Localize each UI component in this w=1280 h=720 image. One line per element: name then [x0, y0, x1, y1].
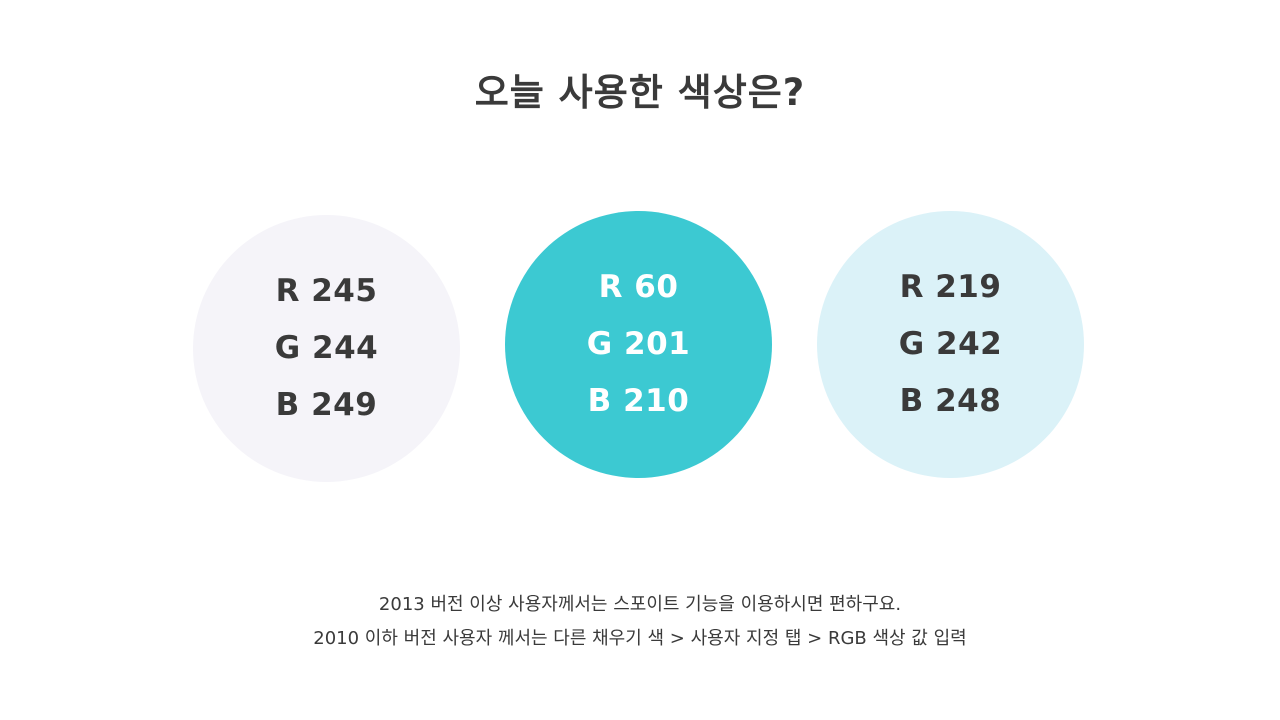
note-line-2013: 2013 버전 이상 사용자께서는 스포이트 기능을 이용하시면 편하구요.	[378, 594, 902, 615]
color-swatch-teal: R 60 G 201 B 210	[505, 211, 772, 478]
blue-value: B 248	[899, 383, 1002, 419]
note-line-2010: 2010 이하 버전 사용자 께서는 다른 채우기 색 > 사용자 지정 탭 >…	[313, 628, 967, 649]
blue-value: B 249	[275, 387, 378, 423]
red-value: R 219	[899, 269, 1002, 305]
color-swatch-light-blue: R 219 G 242 B 248	[817, 211, 1084, 478]
instruction-notes: 2013 버전 이상 사용자께서는 스포이트 기능을 이용하시면 편하구요. 2…	[0, 588, 1280, 656]
green-value: G 201	[586, 326, 691, 362]
page-title: 오늘 사용한 색상은?	[474, 71, 806, 114]
red-value: R 245	[275, 273, 378, 309]
blue-value: B 210	[587, 383, 690, 419]
green-value: G 244	[274, 330, 379, 366]
red-value: R 60	[598, 269, 679, 305]
green-value: G 242	[898, 326, 1003, 362]
color-swatch-light-gray: R 245 G 244 B 249	[193, 215, 460, 482]
